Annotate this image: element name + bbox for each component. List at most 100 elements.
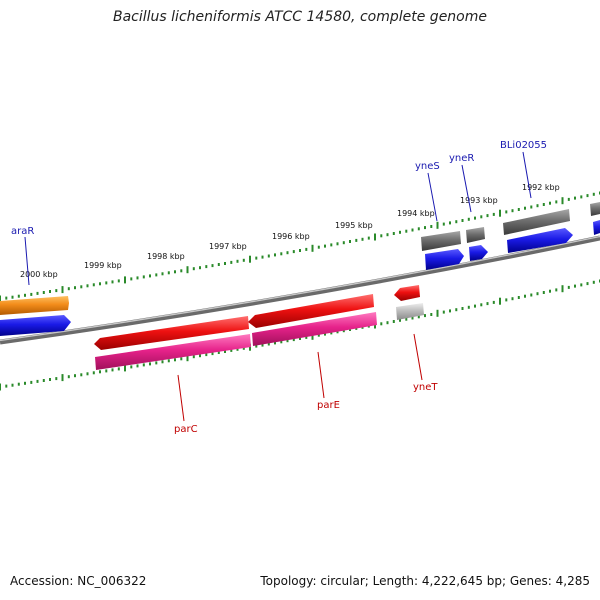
minor-tick: [136, 364, 139, 368]
minor-tick: [549, 201, 551, 205]
minor-tick: [86, 372, 89, 376]
minor-tick: [467, 217, 470, 221]
minor-tick: [55, 289, 58, 293]
minor-tick: [386, 233, 389, 237]
minor-tick: [324, 244, 326, 248]
minor-tick: [199, 266, 201, 270]
kbp-label: 1992 kbp: [522, 183, 560, 192]
minor-tick: [405, 229, 408, 233]
minor-tick: [42, 379, 45, 382]
minor-tick: [486, 214, 489, 218]
minor-tick: [74, 286, 76, 290]
minor-tick: [380, 234, 383, 238]
minor-tick: [55, 377, 58, 381]
gene-label-BLi02055[interactable]: BLi02055: [500, 140, 547, 151]
gene-label-yneT[interactable]: yneT: [413, 382, 438, 393]
minor-tick: [167, 359, 170, 363]
minor-tick: [492, 300, 495, 304]
gene-feature-edge-blue[interactable]: [593, 220, 600, 235]
minor-tick: [255, 344, 258, 348]
minor-tick: [530, 293, 533, 297]
genome-title: Bacillus licheniformis ATCC 14580, compl…: [113, 9, 487, 25]
gene-label-parC[interactable]: parC: [174, 424, 198, 435]
minor-tick: [517, 296, 520, 299]
gene-label-yneR[interactable]: yneR: [449, 153, 474, 164]
minor-tick: [117, 367, 120, 371]
minor-tick: [486, 302, 489, 306]
gene-label-parE[interactable]: parE: [317, 400, 340, 411]
minor-tick: [524, 294, 526, 298]
gene-feature-yneT[interactable]: [394, 285, 420, 301]
minor-tick: [80, 285, 83, 289]
gene-label-araR[interactable]: araR: [11, 226, 34, 237]
minor-tick: [17, 382, 20, 386]
major-tick: [436, 221, 439, 229]
minor-tick: [280, 340, 283, 344]
gene-feature-parC-magenta[interactable]: [95, 334, 251, 370]
leader-line: [317, 351, 325, 399]
major-tick: [499, 297, 501, 305]
minor-tick: [142, 363, 145, 367]
minor-tick: [455, 220, 458, 224]
minor-tick: [217, 351, 220, 354]
minor-tick: [386, 321, 389, 325]
gene-feature-yneR[interactable]: [469, 245, 488, 261]
gene-feature-araR[interactable]: [0, 315, 71, 336]
minor-tick: [117, 279, 120, 283]
minor-tick: [430, 313, 433, 316]
minor-tick: [461, 219, 464, 222]
minor-tick: [242, 258, 245, 262]
minor-tick: [517, 208, 520, 211]
gene-feature-yneS-gray[interactable]: [421, 231, 461, 251]
minor-tick: [449, 221, 451, 225]
minor-tick: [292, 338, 295, 342]
gene-feature-edge-gray[interactable]: [590, 202, 600, 216]
leader-line: [461, 164, 472, 213]
minor-tick: [192, 355, 195, 359]
major-tick: [0, 383, 1, 391]
minor-tick: [280, 252, 283, 256]
minor-tick: [236, 259, 239, 263]
leader-line: [24, 236, 30, 286]
minor-tick: [211, 264, 214, 268]
gene-feature-yneR-gray[interactable]: [466, 227, 485, 243]
gene-feature-parE[interactable]: [248, 294, 374, 328]
major-tick: [124, 276, 126, 284]
genome-stats-label: Topology: circular; Length: 4,222,645 bp…: [260, 574, 590, 588]
minor-tick: [11, 295, 14, 299]
major-tick: [499, 209, 501, 217]
minor-tick: [130, 277, 133, 281]
gene-feature-parC[interactable]: [94, 316, 249, 350]
gene-label-yneS[interactable]: yneS: [415, 161, 440, 172]
minor-tick: [36, 379, 39, 383]
gene-feature-yneT-lightgray[interactable]: [396, 303, 424, 320]
major-tick: [436, 309, 439, 317]
minor-tick: [299, 337, 301, 340]
minor-tick: [205, 265, 208, 269]
gene-feature-yneS[interactable]: [425, 249, 464, 270]
minor-tick: [449, 309, 451, 313]
minor-tick: [267, 254, 270, 258]
minor-tick: [217, 263, 220, 266]
minor-tick: [536, 204, 539, 208]
kbp-label: 1996 kbp: [272, 232, 310, 241]
gene-feature-BLi02055[interactable]: [507, 228, 573, 253]
minor-tick: [192, 267, 195, 271]
minor-tick: [174, 270, 176, 274]
minor-tick: [267, 342, 270, 346]
gene-feature-orange[interactable]: [0, 296, 69, 315]
minor-tick: [317, 245, 320, 249]
minor-tick: [474, 216, 476, 220]
minor-tick: [592, 280, 595, 284]
major-tick: [561, 285, 564, 293]
minor-tick: [424, 314, 426, 318]
gene-feature-BLi02055-gray[interactable]: [503, 209, 570, 235]
minor-tick: [17, 294, 20, 298]
kbp-scale-labels: 2000 kbp 1999 kbp 1998 kbp 1997 kbp 1996…: [20, 183, 560, 279]
minor-tick: [99, 282, 101, 286]
gene-feature-parE-magenta[interactable]: [252, 312, 377, 346]
minor-tick: [349, 240, 351, 243]
minor-tick: [199, 354, 201, 358]
minor-tick: [411, 316, 414, 320]
